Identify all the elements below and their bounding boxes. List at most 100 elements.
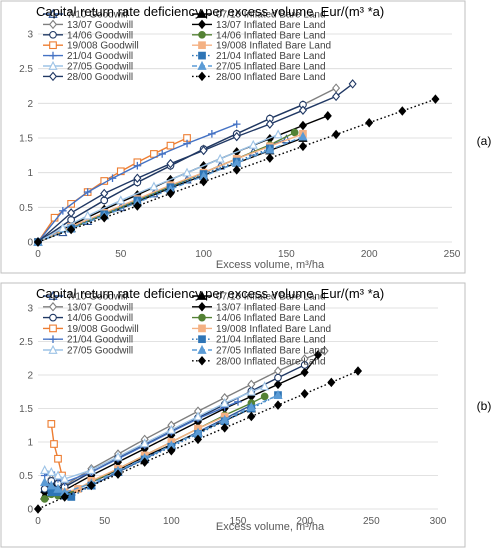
x-tick-label: 250 [363,516,380,527]
legend-label: 14/06 Goodwill [67,313,133,324]
legend-swatch-marker [49,41,57,50]
legend-swatch-marker [197,344,207,354]
data-point [183,139,191,148]
y-tick-label: 0 [27,505,33,516]
legend-item: 13/07 Inflated Bare Land [192,302,326,313]
data-point [199,145,208,156]
y-tick-label: 1 [27,168,33,179]
data-point [167,445,176,456]
data-point [133,173,142,183]
legend-item: 19/008 Goodwill [43,41,139,52]
data-point [327,377,336,388]
legend-swatch-marker [49,313,57,322]
legend-swatch-marker [198,324,206,333]
legend-item: 21/04 Inflated Bare Land [192,51,326,62]
series-19-008-goodwill [47,420,66,480]
legend-item: 28/00 Goodwill [43,71,133,83]
legend-item: 07/10 Inflated Bare Land [192,290,326,303]
data-point [60,492,69,502]
data-point [273,389,283,399]
series-21-04-goodwill [34,120,241,246]
data-point [265,153,274,163]
data-point [140,438,150,448]
data-point [220,423,229,433]
legend-label: 27/05 Inflated Bare Land [216,346,326,357]
legend-label: 28/00 Inflated Bare Land [216,72,326,83]
data-point [246,402,256,412]
data-point [67,224,76,235]
series-line [44,394,279,494]
data-point [87,480,96,491]
data-point [313,350,323,360]
series-28-00-inflated-bare-land [33,366,363,514]
data-point [193,411,203,421]
x-tick-label: 100 [163,516,180,527]
data-point [274,373,282,382]
x-tick-label: 250 [444,249,461,260]
x-axis-title: Excess volume, m³/ha [216,259,325,271]
y-tick-label: 2.5 [19,337,33,348]
chart-panel-a: 0 0.5 1 1.5 2 2.5 3 0 50 100 150 200 250 7/10 Goodwil… [0,0,466,274]
data-point [108,174,117,183]
data-point [332,129,341,140]
data-point [46,467,56,477]
y-tick-label: 3 [27,30,33,41]
legend-swatch-marker [48,19,58,30]
legend-label: 27/05 Goodwill [67,62,133,73]
data-point [353,366,363,376]
panel-frame [0,0,466,274]
y-tick-label: 2 [27,99,33,110]
data-point [248,139,258,149]
data-point [232,120,241,128]
legend-item: 21/04 Goodwill [43,51,133,62]
data-point [158,150,166,158]
legend-item: 28/00 Inflated Bare Land [192,71,326,83]
data-point [100,212,109,223]
y-tick-label: 0.5 [19,203,33,214]
data-point [100,188,109,199]
series-28-00-inflated-bare-land [33,94,440,247]
legend-label: 19/008 Inflated Bare Land [216,324,331,335]
legend-swatch-marker [198,51,206,60]
x-tick-label: 50 [115,249,127,260]
legend-label: 28/00 Goodwill [67,72,133,83]
y-tick-label: 1.5 [19,134,33,145]
legend-swatch-marker [48,290,58,300]
legend-swatch-marker [48,60,58,70]
data-point [113,469,123,479]
legend-item: 27/05 Goodwill [43,60,133,73]
data-point [265,144,275,154]
legend-label: 27/05 Inflated Bare Land [216,62,326,73]
data-point [199,176,208,187]
data-point [234,398,242,406]
data-point [166,158,175,169]
legend-item: 13/07 Goodwill [43,19,133,31]
data-point [260,381,270,391]
legend-label: 27/05 Goodwill [67,346,133,357]
data-point [40,477,50,487]
legend-label: 28/00 Inflated Bare Land [216,356,326,367]
legend-item: 19/008 Inflated Bare Land [192,324,331,335]
legend-swatch-marker [48,71,58,82]
data-point [133,161,142,170]
legend-item: 27/05 Goodwill [43,344,133,357]
data-point [273,379,283,390]
data-point [67,208,76,218]
x-tick-label: 200 [361,249,378,260]
legend-label: 13/07 Goodwill [67,20,133,31]
data-point [182,167,192,177]
legend-swatch-marker [197,302,207,312]
x-tick-label: 50 [99,516,111,527]
data-point [83,210,93,220]
legend-item: 14/06 Inflated Bare Land [192,30,326,41]
data-point [398,106,407,116]
data-point [116,195,126,205]
legend-item: 7/10 Goodwill [43,8,128,21]
data-point [220,398,230,407]
legend-label: 13/07 Goodwill [67,302,133,313]
data-point [246,386,256,396]
legend-swatch-marker [197,290,207,300]
data-point [54,454,62,463]
data-point [208,130,216,138]
chart-panel-b: 0 0.5 1 1.5 2 2.5 3 0 50 100 150 200 250 300 7/10 Good… [0,282,466,548]
